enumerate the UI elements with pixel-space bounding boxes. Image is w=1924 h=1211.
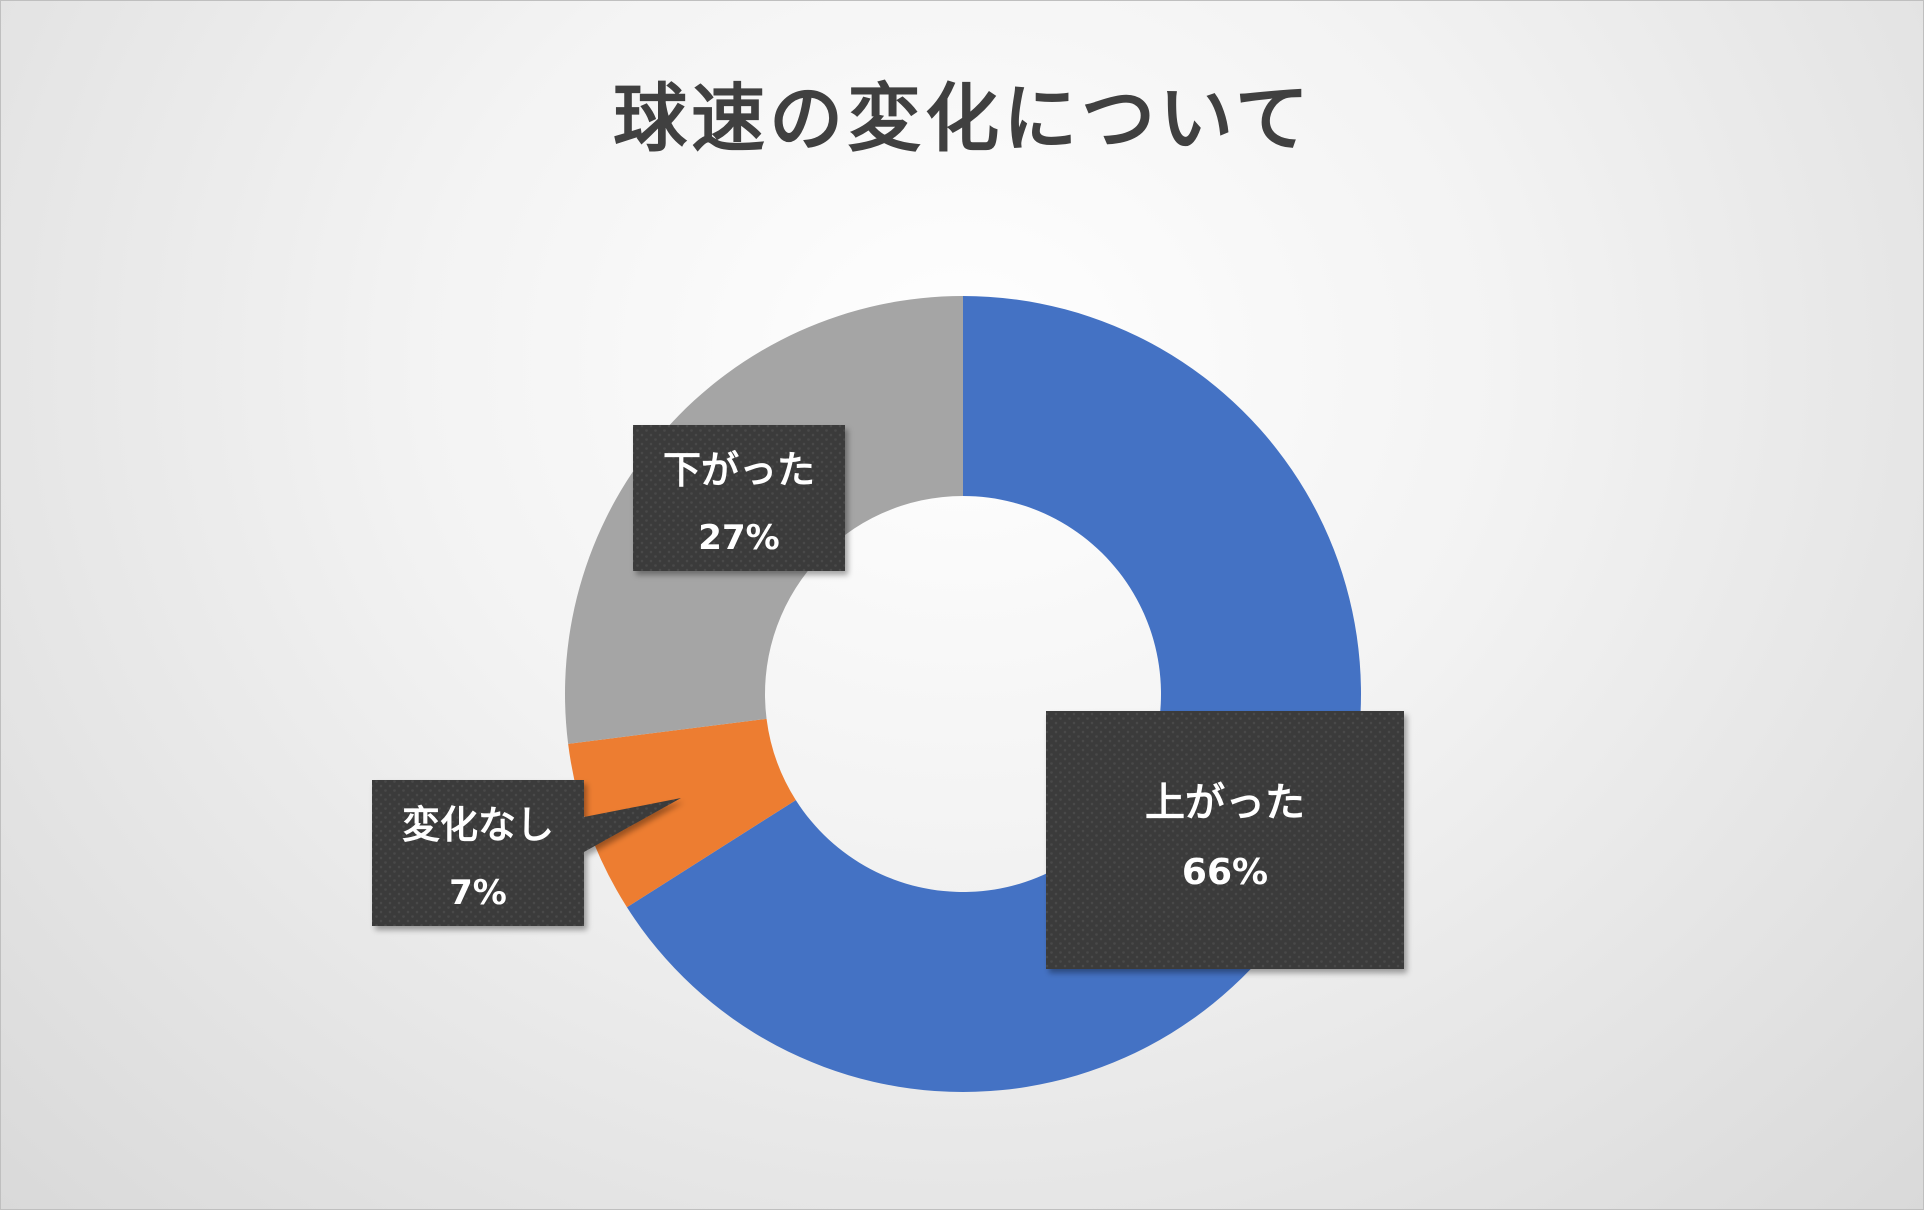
callout-no-change	[372, 780, 681, 926]
slice-no-change	[568, 718, 796, 908]
callout-box	[372, 780, 584, 926]
callout-pointer	[584, 798, 681, 852]
callout-down	[633, 425, 845, 571]
data-label-value: 66%	[1182, 852, 1268, 893]
callout-box	[1046, 711, 1404, 969]
data-label-value: 7%	[449, 873, 507, 913]
data-label-category: 変化なし	[402, 803, 554, 847]
chart-title: 球速の変化について	[613, 76, 1313, 162]
callout-box	[633, 425, 845, 571]
data-label-category: 上がった	[1145, 780, 1305, 826]
data-label-category: 下がった	[663, 448, 815, 492]
callout-up	[1046, 711, 1404, 969]
data-label-value: 27%	[698, 518, 779, 558]
